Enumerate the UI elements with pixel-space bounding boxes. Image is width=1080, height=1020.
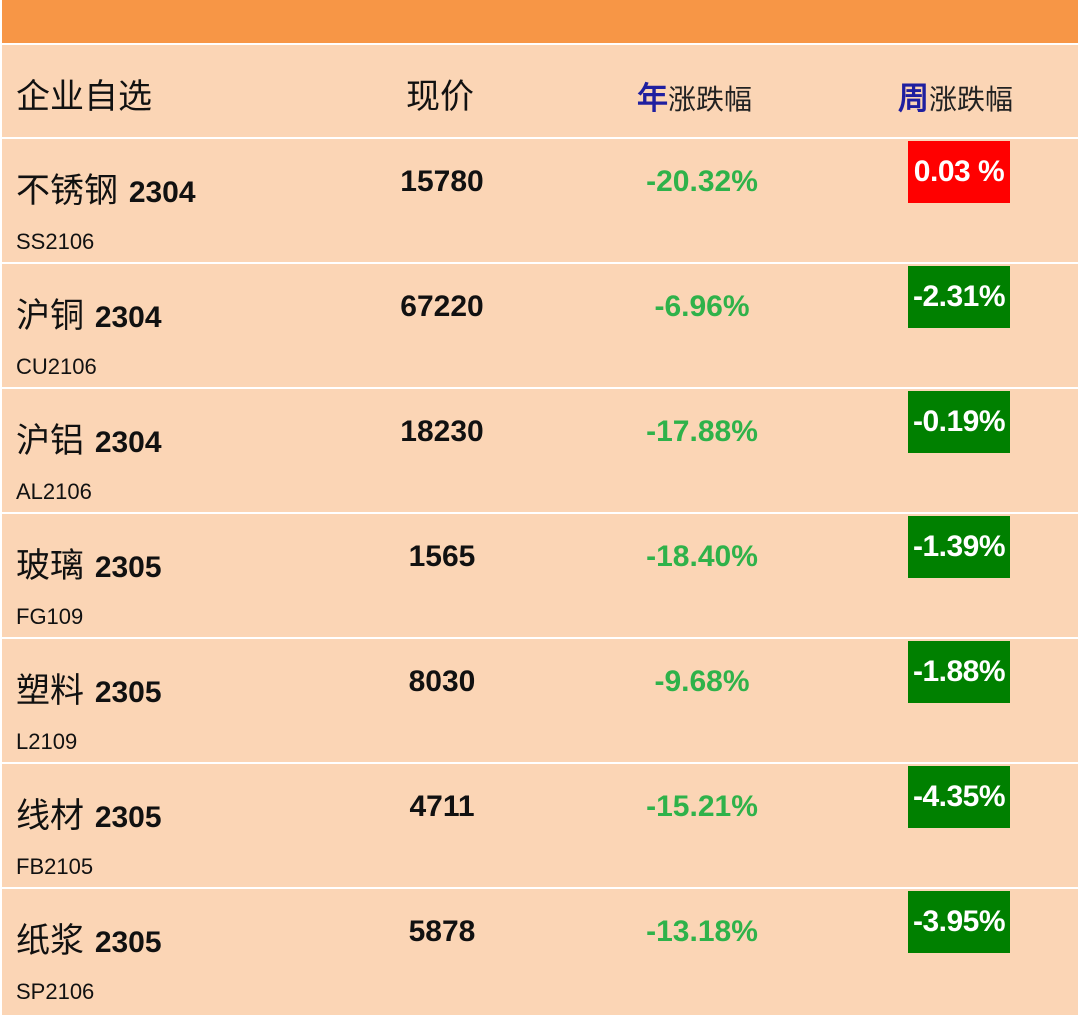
table-row[interactable]: 线材 2305 FB2105 4711 -15.21% -4.35% [2,764,1078,889]
contract-month: 2304 [128,176,196,209]
contract-name: 线材 2305 [16,788,162,837]
contract-code: SS2106 [16,229,95,254]
table-row[interactable]: 沪铝 2304 AL2106 18230 -17.88% -0.19% [2,389,1078,514]
contract-month: 2305 [94,551,162,584]
table-row[interactable]: 沪铜 2304 CU2106 67220 -6.96% -2.31% [2,264,1078,389]
contract-name: 沪铝 2304 [16,413,162,462]
table-row[interactable]: 塑料 2305 L2109 8030 -9.68% -1.88% [2,639,1078,764]
header-week-rest: 涨跌幅 [929,83,1014,116]
week-change-badge: -1.88% [908,641,1010,703]
header-price: 现价 [406,77,474,117]
contract-month: 2305 [94,801,162,834]
table-row[interactable]: 纸浆 2305 SP2106 5878 -13.18% -3.95% [2,889,1078,1015]
contract-code: AL2106 [16,479,92,504]
week-change-badge: -1.39% [908,516,1010,578]
current-price: 1565 [408,540,476,573]
contract-month: 2305 [94,676,162,709]
header-year-change: 年涨跌幅 [637,73,752,118]
contract-code: CU2106 [16,354,97,379]
contract-name-cn: 线材 [16,796,84,836]
current-price: 4711 [409,790,475,823]
top-bar [2,0,1078,43]
table-header: 企业自选 现价 年涨跌幅 周涨跌幅 [2,45,1078,139]
week-change-badge: -3.95% [908,891,1010,953]
year-change: -17.88% [646,415,758,448]
current-price: 18230 [400,415,484,448]
contract-name: 玻璃 2305 [16,538,162,587]
week-change-badge: -0.19% [908,391,1010,453]
contract-name: 沪铜 2304 [16,288,162,337]
contract-name: 塑料 2305 [16,663,162,712]
header-week-change: 周涨跌幅 [898,73,1013,118]
contract-name-cn: 沪铜 [16,296,84,336]
week-change-badge: -2.31% [908,266,1010,328]
table-row[interactable]: 玻璃 2305 FG109 1565 -18.40% -1.39% [2,514,1078,639]
current-price: 8030 [408,665,476,698]
contract-code: L2109 [16,729,78,754]
year-change: -15.21% [646,790,758,823]
contract-name-cn: 玻璃 [16,546,84,586]
watchlist-table: 企业自选 现价 年涨跌幅 周涨跌幅 不锈钢 2304 SS2106 15780 … [2,45,1078,1015]
contract-code: FB2105 [16,854,94,879]
contract-name-cn: 塑料 [16,671,84,711]
year-change: -18.40% [646,540,758,573]
contract-name: 不锈钢 2304 [16,163,196,212]
header-week-accent: 周 [898,81,929,117]
contract-code: FG109 [16,604,84,629]
contract-month: 2304 [94,301,162,334]
current-price: 5878 [408,915,476,948]
contract-month: 2305 [94,926,162,959]
table-row[interactable]: 不锈钢 2304 SS2106 15780 -20.32% 0.03 % [2,139,1078,264]
year-change: -13.18% [646,915,758,948]
week-change-badge: 0.03 % [908,141,1010,203]
week-change-badge: -4.35% [908,766,1010,828]
contract-name-cn: 不锈钢 [16,171,118,211]
contract-code: SP2106 [16,979,95,1004]
contract-name-cn: 沪铝 [16,421,84,461]
header-year-rest: 涨跌幅 [668,83,753,116]
year-change: -9.68% [654,665,750,698]
contract-name: 纸浆 2305 [16,913,162,962]
contract-name-cn: 纸浆 [16,921,84,961]
year-change: -20.32% [646,165,758,198]
header-watchlist: 企业自选 [16,77,152,117]
year-change: -6.96% [654,290,750,323]
contract-month: 2304 [94,426,162,459]
current-price: 15780 [400,165,484,198]
header-year-accent: 年 [637,81,668,117]
current-price: 67220 [400,290,484,323]
